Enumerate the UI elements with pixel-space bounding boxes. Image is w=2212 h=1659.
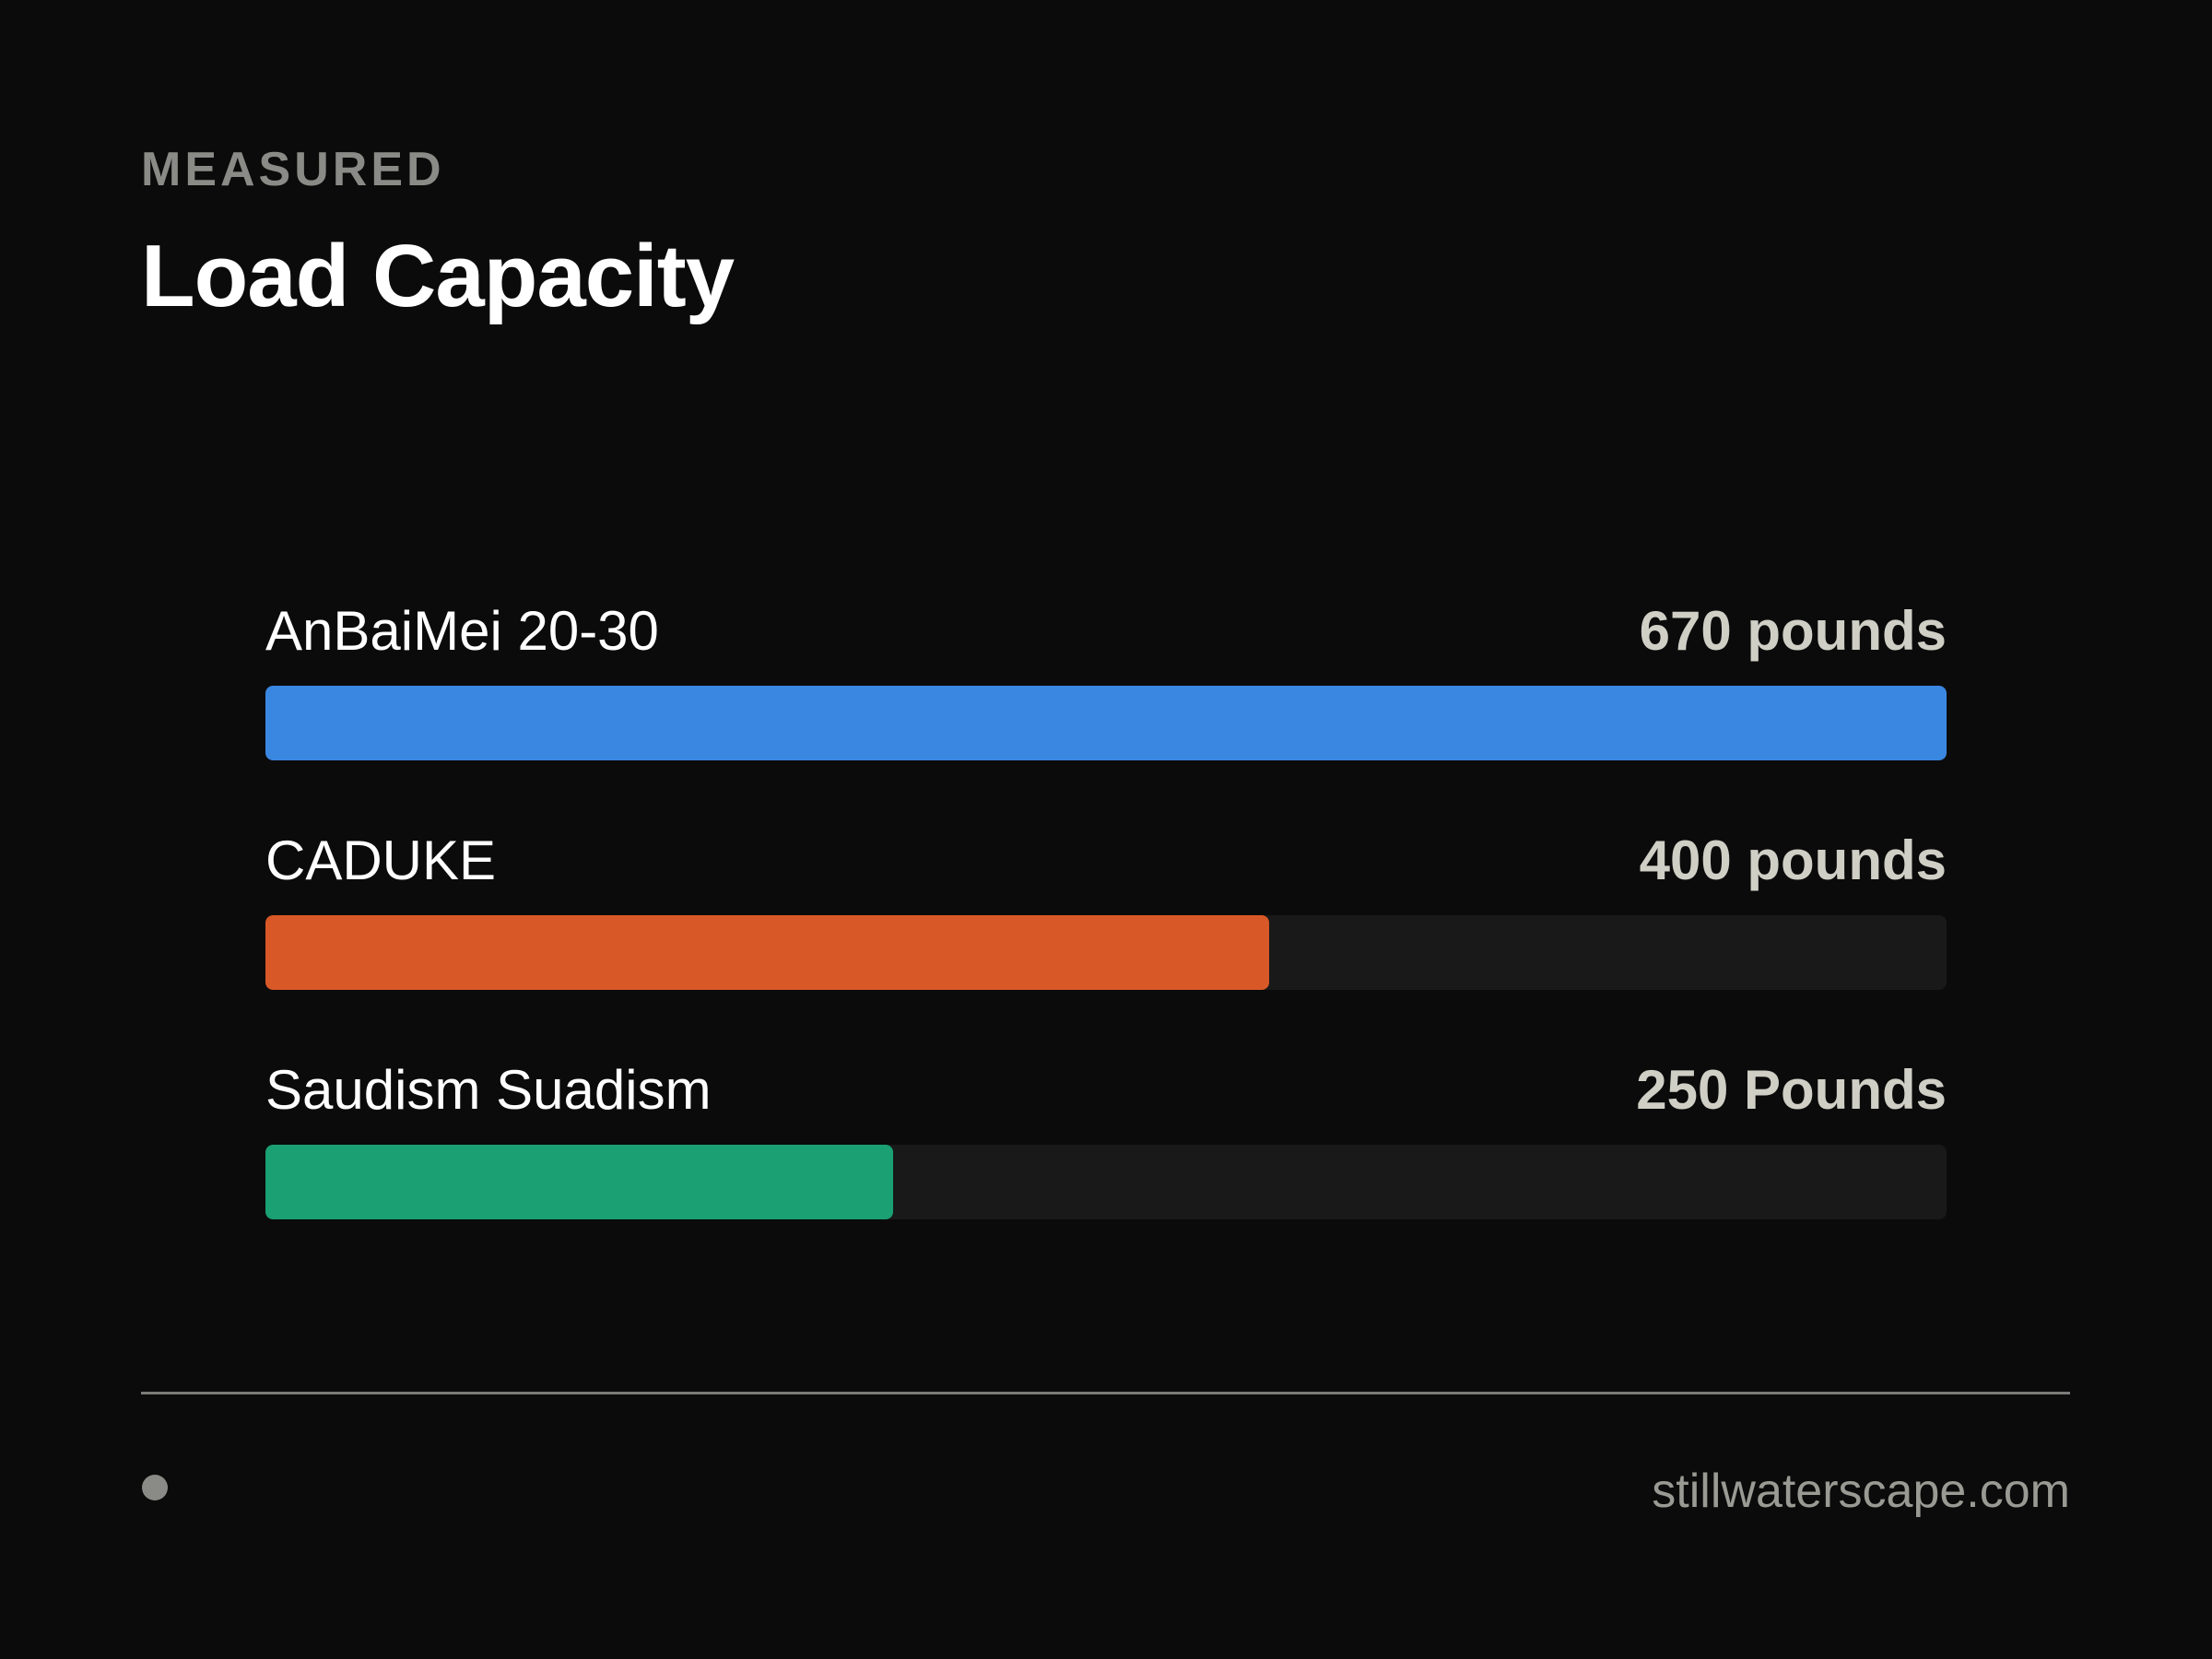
bar-value-label: 250 Pounds — [1636, 1059, 1947, 1121]
bar-track — [265, 915, 1947, 990]
footer-site-link[interactable]: stillwaterscape.com — [1652, 1465, 2070, 1518]
footer-dot-icon — [142, 1475, 168, 1500]
bar-value-label: 400 pounds — [1639, 830, 1947, 891]
chart-title: Load Capacity — [141, 227, 735, 325]
bar-fill — [265, 686, 1947, 760]
eyebrow-label: MEASURED — [141, 143, 445, 196]
bar-value-label: 670 pounds — [1639, 600, 1947, 662]
bar-track — [265, 1145, 1947, 1219]
bar-fill — [265, 1145, 893, 1219]
footer-divider — [141, 1392, 2070, 1394]
bar-label: Saudism Suadism — [265, 1059, 712, 1121]
bar-row: AnBaiMei 20-30 670 pounds — [265, 599, 1947, 760]
bar-row: CADUKE 400 pounds — [265, 829, 1947, 990]
bar-label: AnBaiMei 20-30 — [265, 600, 659, 662]
bar-fill — [265, 915, 1269, 990]
bar-row: Saudism Suadism 250 Pounds — [265, 1058, 1947, 1219]
bar-label: CADUKE — [265, 830, 497, 891]
bar-track — [265, 686, 1947, 760]
